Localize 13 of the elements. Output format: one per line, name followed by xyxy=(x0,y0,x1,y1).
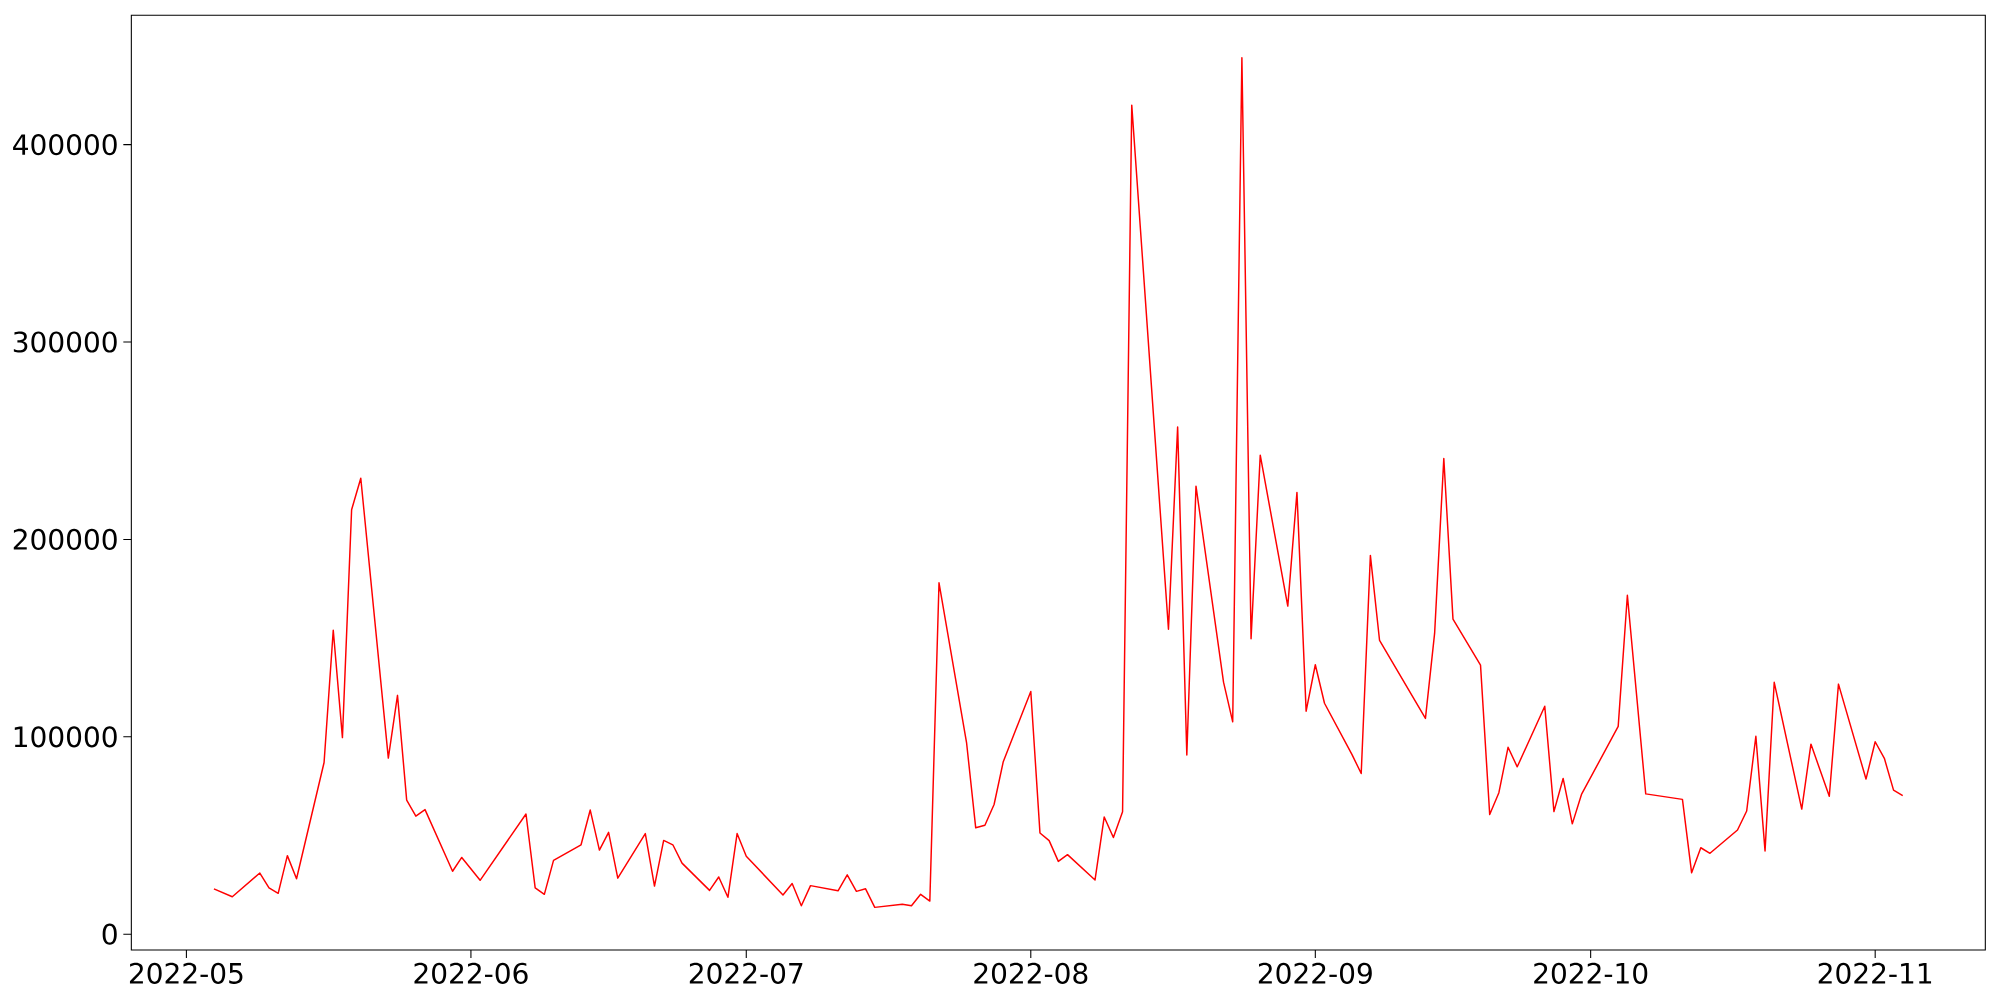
x-tick-label: 2022-09 xyxy=(1258,962,1372,984)
x-tick-label: 2022-07 xyxy=(689,962,803,984)
x-tick-label: 2022-05 xyxy=(129,962,243,984)
x-tick-label: 2022-08 xyxy=(974,962,1088,984)
y-tick-label: 0 xyxy=(102,923,117,945)
x-tick-label: 2022-11 xyxy=(1818,962,1932,984)
y-tick-label: 400000 xyxy=(13,134,117,156)
x-tick-label: 2022-10 xyxy=(1534,962,1648,984)
x-tick-label: 2022-06 xyxy=(414,962,528,984)
y-tick-label: 200000 xyxy=(13,528,117,550)
y-tick-label: 300000 xyxy=(13,331,117,353)
line-series xyxy=(213,57,1904,909)
y-tick-label: 100000 xyxy=(14,726,117,748)
